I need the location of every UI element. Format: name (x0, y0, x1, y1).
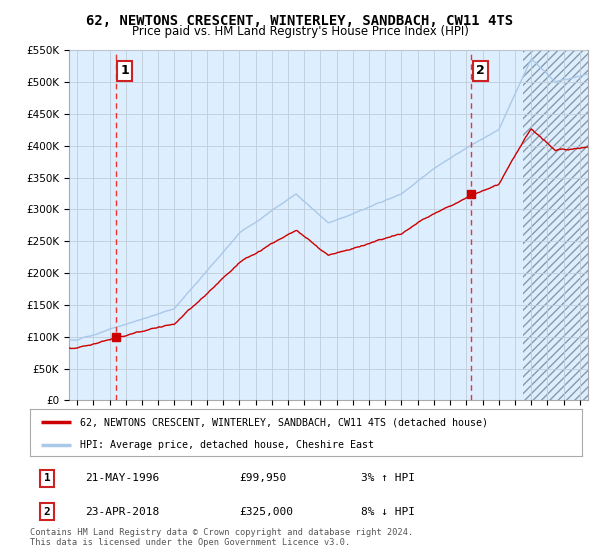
Text: £325,000: £325,000 (240, 506, 294, 516)
Text: 2: 2 (476, 64, 485, 77)
Text: 1: 1 (121, 64, 130, 77)
Text: 62, NEWTONS CRESCENT, WINTERLEY, SANDBACH, CW11 4TS: 62, NEWTONS CRESCENT, WINTERLEY, SANDBAC… (86, 14, 514, 28)
Text: 8% ↓ HPI: 8% ↓ HPI (361, 506, 415, 516)
Text: HPI: Average price, detached house, Cheshire East: HPI: Average price, detached house, Ches… (80, 440, 374, 450)
Text: 21-MAY-1996: 21-MAY-1996 (85, 473, 160, 483)
Text: 3% ↑ HPI: 3% ↑ HPI (361, 473, 415, 483)
Text: Price paid vs. HM Land Registry's House Price Index (HPI): Price paid vs. HM Land Registry's House … (131, 25, 469, 38)
Text: 62, NEWTONS CRESCENT, WINTERLEY, SANDBACH, CW11 4TS (detached house): 62, NEWTONS CRESCENT, WINTERLEY, SANDBAC… (80, 417, 488, 427)
Text: Contains HM Land Registry data © Crown copyright and database right 2024.
This d: Contains HM Land Registry data © Crown c… (30, 528, 413, 547)
Text: 23-APR-2018: 23-APR-2018 (85, 506, 160, 516)
Text: 1: 1 (44, 473, 50, 483)
Text: £99,950: £99,950 (240, 473, 287, 483)
Text: 2: 2 (44, 506, 50, 516)
Bar (523, 50, 588, 400)
